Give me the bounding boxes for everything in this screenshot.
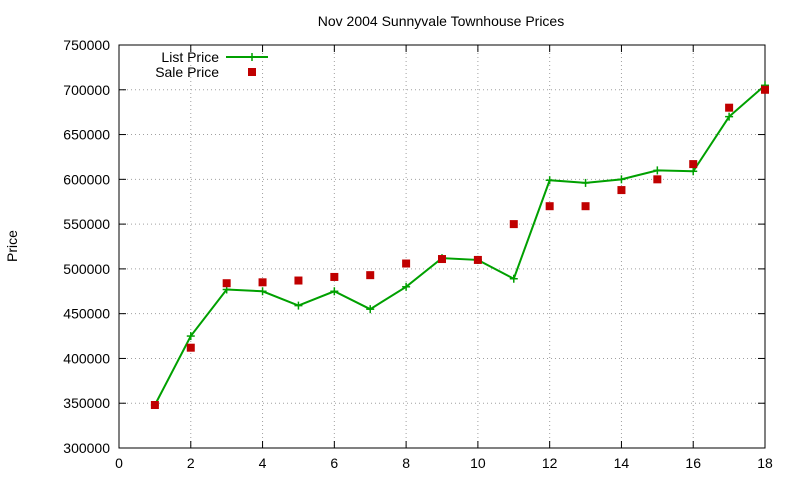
list-price-point	[186, 332, 195, 341]
sale-price-point	[761, 85, 769, 94]
list-price-point	[330, 287, 339, 296]
sale-price-point	[689, 160, 698, 169]
list-price-point	[545, 176, 554, 185]
list-price-point	[366, 305, 375, 314]
x-tick-label: 6	[330, 455, 338, 471]
sale-price-point	[222, 279, 231, 288]
list-price-point	[689, 167, 698, 176]
sale-price-point	[186, 343, 195, 352]
legend-label-sale-price: Sale Price	[155, 64, 219, 80]
sale-price-point	[366, 271, 375, 280]
list-price-point	[725, 112, 734, 121]
x-tick-label: 10	[470, 455, 486, 471]
legend-swatch-sale-price	[248, 68, 256, 76]
x-tick-label: 18	[757, 455, 773, 471]
sale-price-point	[438, 255, 446, 264]
series-group	[150, 81, 769, 410]
sale-price-point	[258, 278, 267, 287]
y-tick-label: 650000	[63, 127, 110, 143]
list-price-point	[653, 166, 662, 175]
list-price-point	[258, 287, 267, 296]
sale-price-point	[294, 276, 303, 285]
x-tick-label: 4	[259, 455, 267, 471]
plot-frame	[118, 44, 766, 449]
sale-price-point	[150, 401, 159, 410]
legend-label-list-price: List Price	[161, 49, 219, 65]
list-price-point	[294, 301, 303, 310]
chart-title: Nov 2004 Sunnyvale Townhouse Prices	[318, 13, 564, 29]
list-price-point	[617, 175, 626, 184]
y-tick-label: 700000	[63, 82, 110, 98]
sale-price-point	[473, 255, 482, 264]
y-tick-label: 550000	[63, 216, 110, 232]
sale-price-point	[617, 186, 626, 195]
sale-price-point	[725, 103, 734, 112]
x-tick-label: 12	[542, 455, 558, 471]
sale-price-point	[653, 175, 662, 184]
y-axis-label: Price	[4, 230, 20, 262]
y-tick-label: 400000	[63, 350, 110, 366]
x-tick-label: 2	[187, 455, 195, 471]
list-price-point	[402, 282, 411, 291]
sale-price-point	[509, 220, 518, 229]
x-tick-label: 8	[402, 455, 410, 471]
y-tick-label: 500000	[63, 261, 110, 277]
y-tick-label: 300000	[63, 440, 110, 456]
sale-price-point	[330, 272, 339, 281]
axes: 0 2 4 6 8 10 12 14 16 18 300000 350000 400000 450000 5…	[63, 37, 773, 471]
y-tick-label: 750000	[63, 37, 110, 53]
x-tick-label: 14	[614, 455, 630, 471]
list-price-line	[154, 84, 766, 406]
x-tick-label: 0	[115, 455, 123, 471]
list-price-point	[581, 178, 590, 187]
y-tick-label: 450000	[63, 306, 110, 322]
sale-price-point	[581, 202, 590, 211]
x-tick-label: 16	[685, 455, 701, 471]
grid-lines	[119, 45, 765, 448]
sale-price-point	[545, 202, 554, 211]
y-tick-label: 600000	[63, 171, 110, 187]
y-tick-label: 350000	[63, 395, 110, 411]
sale-price-point	[402, 259, 411, 268]
list-price-point	[509, 274, 518, 283]
